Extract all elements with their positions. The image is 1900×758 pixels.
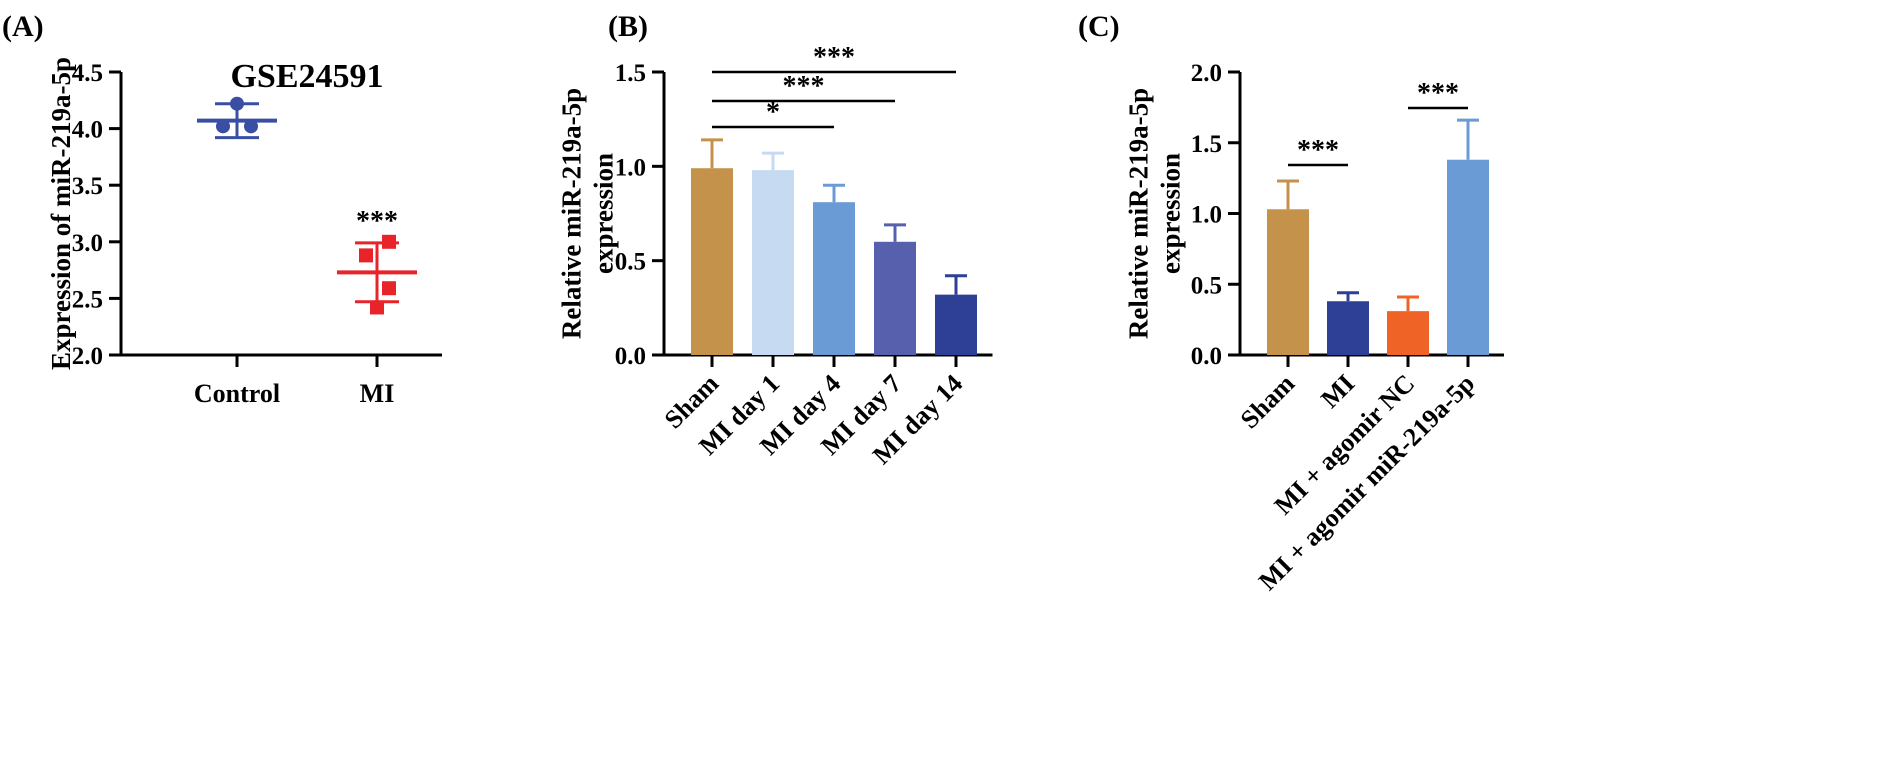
panel-a-significance: ***	[356, 206, 398, 237]
panel-a-y-tick-label: 2.5	[72, 286, 103, 313]
panel-b-y-tick-label: 1.5	[615, 60, 646, 87]
panel-b-y-axis-label-line: expression	[589, 153, 619, 274]
panel-b-y-axis-label: Relative miR-219a-5pexpression	[556, 88, 618, 339]
panel-c-bar	[1327, 301, 1369, 355]
panel-a: (A) GSE24591 2.0 2.5 3.0 3.5 4.0 4.5Expression …	[2, 10, 442, 408]
panel-a-y-axis-label: Expression of miR-219a-5p	[46, 57, 76, 370]
panel-b-y-tick-label: 0.0	[615, 343, 646, 370]
panel-a-label: (A)	[2, 10, 44, 43]
panel-a-data-point	[382, 281, 396, 296]
panel-a-data-point	[359, 248, 373, 263]
panel-a-y-tick-label: 2.0	[72, 343, 103, 370]
panel-a-x-tick-label: Control	[194, 379, 280, 408]
panel-c-significance-label: ***	[1297, 135, 1339, 166]
panel-c-y-tick-label: 1.5	[1191, 131, 1222, 158]
panel-c-y-axis-label-line: Relative miR-219a-5p	[1123, 88, 1153, 339]
panel-b-bar	[874, 241, 916, 355]
panel-c-bar	[1267, 209, 1309, 355]
panel-a-data-point	[370, 300, 384, 315]
panel-a-data-point	[382, 234, 396, 249]
panel-b-significance-label: ***	[783, 71, 825, 102]
panel-c-y-axis-label: Relative miR-219a-5pexpression	[1123, 88, 1185, 339]
panel-c-bar	[1447, 159, 1489, 355]
panel-c-y-axis-label-line: expression	[1156, 153, 1186, 274]
panel-a-data-point	[216, 119, 230, 134]
panel-c-y-tick-label: 0.5	[1191, 272, 1222, 299]
panel-a-data-point	[230, 96, 244, 111]
panel-a-x-tick-label: MI	[360, 379, 395, 408]
panel-b-y-tick-label: 0.5	[615, 249, 646, 276]
panel-b-bar	[752, 170, 794, 355]
panel-a-y-tick-label: 4.0	[72, 117, 103, 144]
panel-b-y-tick-label: 1.0	[615, 154, 646, 181]
panel-c-y-tick-label: 0.0	[1191, 343, 1222, 370]
panel-b-bar	[691, 168, 733, 355]
panel-c-x-tick-label: Sham	[1235, 368, 1301, 434]
panel-c-significance-label: ***	[1417, 78, 1459, 109]
panel-b-bar	[935, 294, 977, 355]
panel-a-data-point	[244, 119, 258, 134]
panel-b-label: (B)	[608, 10, 648, 43]
panel-c-x-tick-label: MI	[1315, 369, 1360, 414]
panel-b-y-axis-label-line: Relative miR-219a-5p	[556, 88, 586, 339]
panel-c-y-tick-label: 1.0	[1191, 202, 1222, 229]
panel-a-y-tick-label: 3.5	[72, 173, 103, 200]
panel-a-y-tick-label: 3.0	[72, 230, 103, 257]
panel-b-bar	[813, 202, 855, 355]
panel-b-significance-label: *	[766, 97, 780, 128]
panel-c-bar	[1387, 311, 1429, 355]
panel-c-y-tick-label: 2.0	[1191, 60, 1222, 87]
panel-b-significance-label: ***	[813, 42, 855, 73]
panel-c-label: (C)	[1078, 10, 1120, 43]
panel-a-title: GSE24591	[230, 58, 383, 95]
panel-a-y-tick-label: 4.5	[72, 60, 103, 87]
